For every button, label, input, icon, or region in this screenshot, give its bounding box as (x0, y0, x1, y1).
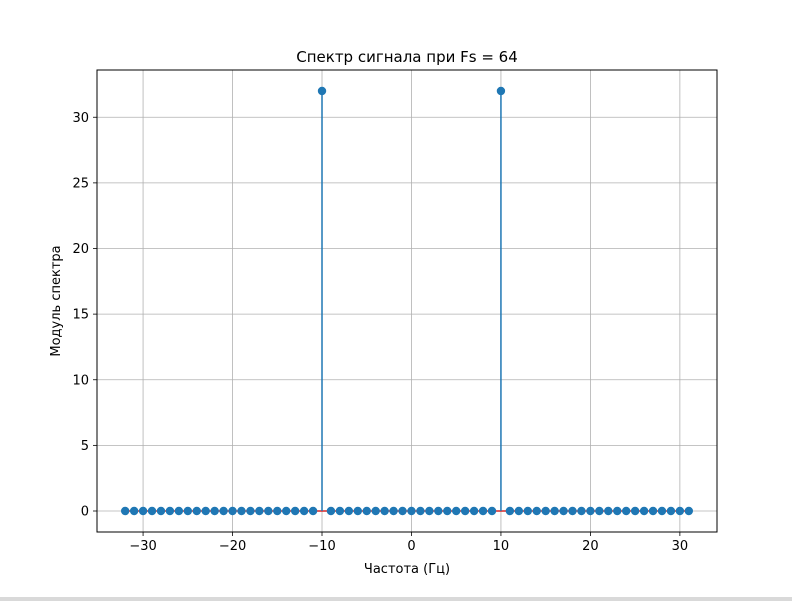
stem-marker (532, 506, 541, 516)
stem-marker (129, 506, 139, 516)
stem-marker (639, 506, 649, 516)
y-axis-ticks: 0 5 10 15 20 25 30 (72, 111, 97, 520)
stem-marker (192, 506, 201, 516)
stem-marker (514, 506, 524, 516)
stem-marker (407, 506, 416, 516)
stem-marker (138, 506, 148, 516)
stem-marker (308, 506, 318, 516)
x-tick-label: −30 (129, 539, 156, 554)
stem-marker (523, 506, 532, 516)
stem-marker (201, 506, 210, 516)
stem-marker (389, 506, 398, 516)
window-bottom-border (0, 597, 792, 601)
stem-marker (684, 506, 694, 516)
stem-marker (174, 506, 184, 516)
stem-marker (425, 506, 434, 516)
stem-marker (613, 506, 622, 516)
x-tick-label: 10 (493, 539, 510, 554)
stem-marker (559, 506, 568, 516)
stem-marker (246, 506, 255, 516)
stem-marker (487, 506, 497, 516)
markers (120, 86, 694, 516)
stem-marker (147, 506, 157, 516)
stem-marker (326, 506, 336, 516)
stem-marker (299, 506, 309, 516)
stem-marker (550, 506, 559, 516)
stem-marker (469, 506, 479, 516)
y-tick-label: 10 (72, 373, 89, 388)
stem-marker (541, 506, 550, 516)
plot-frame (96, 69, 718, 533)
stem-marker (282, 506, 291, 516)
stem-marker (237, 506, 246, 516)
x-tick-label: 0 (407, 539, 415, 554)
stem-marker (478, 506, 488, 516)
stem-marker (577, 506, 586, 516)
x-axis-label: Частота (Гц) (364, 562, 450, 577)
stem-marker (362, 506, 371, 516)
x-tick-label: 30 (672, 539, 689, 554)
stem-marker (630, 506, 640, 516)
y-tick-label: 20 (72, 242, 89, 257)
stem-marker (264, 506, 273, 516)
y-tick-label: 30 (72, 111, 89, 126)
stem-marker (452, 506, 461, 516)
y-axis-label: Модуль спектра (49, 245, 64, 356)
stem-marker (344, 506, 354, 516)
stem-marker (443, 506, 452, 516)
x-tick-label: −10 (308, 539, 335, 554)
chart-title: Спектр сигнала при Fs = 64 (296, 48, 518, 66)
y-tick-label: 0 (81, 505, 89, 520)
stem-marker (183, 506, 193, 516)
stem-marker (228, 506, 237, 516)
stem-marker (156, 506, 166, 516)
stem-marker (621, 506, 631, 516)
stem-marker (496, 86, 506, 96)
stem-marker (460, 506, 470, 516)
stem-marker (273, 506, 282, 516)
y-tick-label: 15 (72, 308, 89, 323)
stem-marker (434, 506, 443, 516)
stem-marker (595, 506, 604, 516)
y-tick-label: 5 (81, 439, 89, 454)
stem-marker (398, 506, 407, 516)
stems (321, 91, 502, 511)
stem-marker (657, 506, 667, 516)
stem-marker (380, 506, 389, 516)
stem-marker (317, 86, 327, 96)
stem-marker (675, 506, 685, 516)
stem-marker (255, 506, 264, 516)
stem-marker (648, 506, 658, 516)
stem-marker (120, 506, 130, 516)
x-axis-ticks: −30 −20 −10 0 10 20 30 (129, 532, 688, 554)
stem-marker (219, 506, 228, 516)
stem-marker (165, 506, 175, 516)
stem-marker (666, 506, 676, 516)
y-tick-label: 25 (72, 176, 89, 191)
stem-marker (586, 506, 595, 516)
stem-marker (290, 506, 300, 516)
stem-marker (335, 506, 345, 516)
stem-marker (371, 506, 380, 516)
stem-marker (353, 506, 362, 516)
stem-marker (568, 506, 577, 516)
x-tick-label: −20 (219, 539, 246, 554)
stem-marker (505, 506, 515, 516)
stem-marker (604, 506, 613, 516)
stem-marker (416, 506, 425, 516)
stem-marker (210, 506, 219, 516)
x-tick-label: 20 (582, 539, 599, 554)
